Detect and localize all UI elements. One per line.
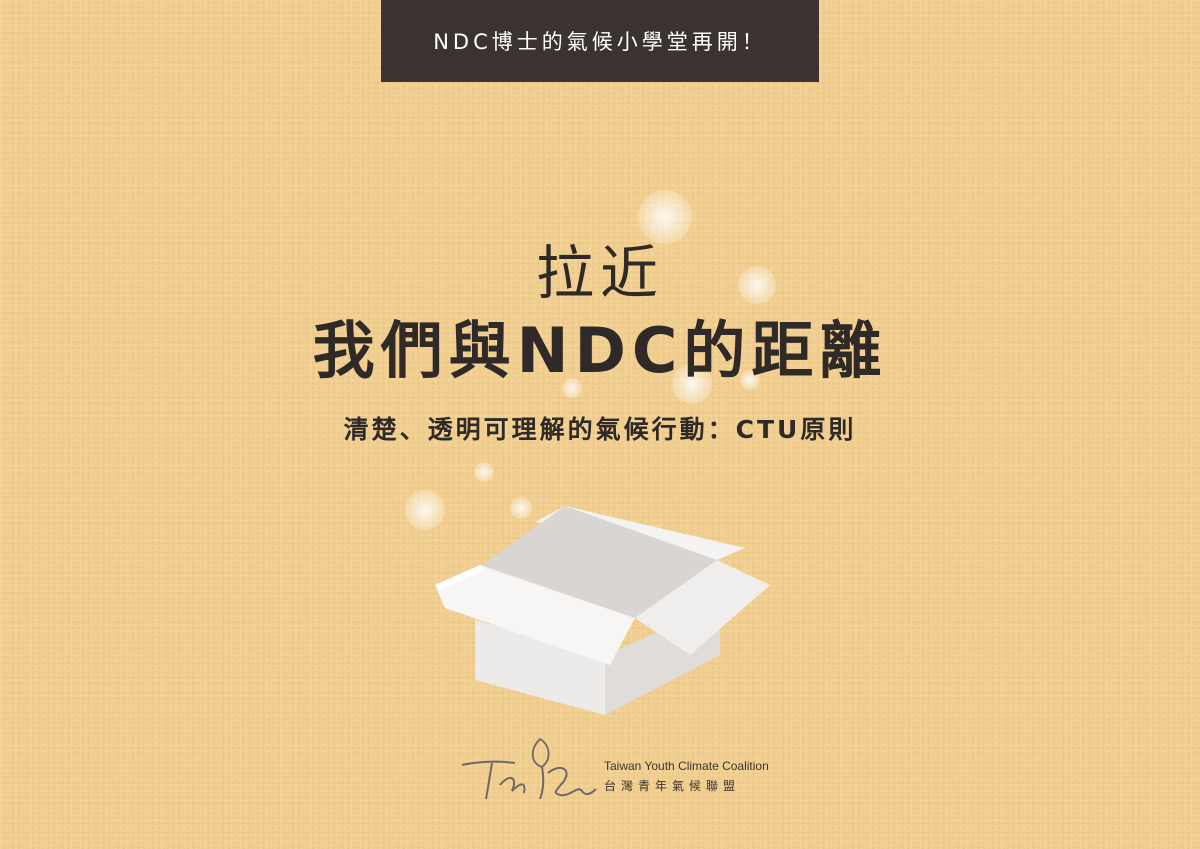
subtitle: 清楚、透明可理解的氣候行動：CTU原則 <box>343 415 857 444</box>
box-interior <box>475 506 717 620</box>
bubble <box>562 378 582 398</box>
title-line-2: 我們與NDC的距離 <box>312 314 888 387</box>
open-box-illustration <box>435 506 770 715</box>
bubble <box>738 266 776 304</box>
bubble <box>672 364 712 404</box>
bubble <box>474 462 494 482</box>
top-banner: NDC博士的氣候小學堂再開！ <box>381 0 819 82</box>
box-right-flap <box>635 560 770 655</box>
bubble <box>638 190 692 244</box>
banner-text: NDC博士的氣候小學堂再開！ <box>433 30 767 54</box>
box-left-side <box>475 620 605 715</box>
logo-name-zh: 台灣青年氣候聯盟 <box>604 779 741 793</box>
bubble <box>740 370 760 390</box>
bubble <box>510 497 532 519</box>
tycc-signature-logo <box>461 737 597 800</box>
title-line-1: 拉近 <box>535 239 664 307</box>
bubble <box>405 490 445 530</box>
box-left-flap <box>435 565 635 665</box>
logo-name-en: Taiwan Youth Climate Coalition <box>604 759 769 773</box>
